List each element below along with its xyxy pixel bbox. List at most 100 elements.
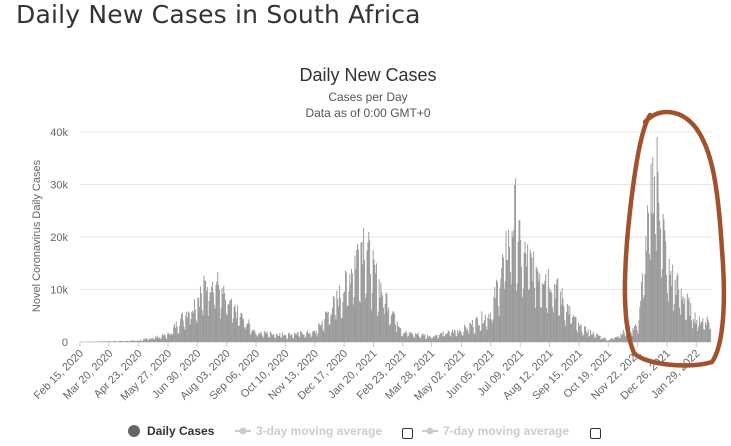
daily-case-bar bbox=[670, 270, 672, 342]
daily-case-bar bbox=[253, 329, 255, 342]
daily-case-bar bbox=[292, 337, 294, 342]
y-tick-label: 40k bbox=[50, 127, 68, 139]
daily-case-bar bbox=[455, 335, 457, 342]
daily-case-bar bbox=[193, 298, 195, 342]
daily-case-bar bbox=[332, 307, 334, 342]
daily-case-bar bbox=[193, 312, 195, 342]
legend-item-3-day-moving-average[interactable]: 3-day moving average bbox=[235, 424, 382, 438]
daily-case-bar bbox=[573, 317, 575, 342]
daily-case-bar bbox=[216, 281, 218, 342]
daily-case-bar bbox=[256, 336, 258, 342]
daily-case-bar bbox=[274, 337, 276, 342]
daily-case-bar bbox=[101, 341, 103, 342]
daily-case-bar bbox=[342, 302, 344, 342]
daily-case-bar bbox=[454, 330, 456, 342]
daily-case-bar bbox=[651, 213, 653, 342]
daily-case-bar bbox=[504, 281, 506, 342]
daily-case-bar bbox=[616, 336, 618, 342]
daily-case-bar bbox=[674, 279, 676, 342]
page-heading: Daily New Cases in South Africa bbox=[16, 0, 421, 29]
daily-case-bar bbox=[584, 326, 586, 342]
daily-case-bar bbox=[578, 325, 580, 342]
daily-case-bar bbox=[603, 338, 605, 342]
daily-case-bar bbox=[536, 268, 538, 342]
daily-case-bar bbox=[181, 312, 183, 342]
daily-case-bar bbox=[654, 233, 656, 342]
daily-case-bar bbox=[117, 341, 119, 342]
daily-case-bar bbox=[639, 307, 641, 342]
daily-case-bar bbox=[688, 297, 690, 342]
daily-case-bar bbox=[233, 306, 235, 342]
daily-case-bar bbox=[429, 336, 431, 342]
daily-case-bar bbox=[160, 338, 162, 342]
daily-case-bar bbox=[632, 327, 634, 342]
daily-case-bar bbox=[464, 324, 466, 342]
daily-case-bar bbox=[567, 305, 569, 342]
daily-case-bar bbox=[643, 295, 645, 342]
daily-case-bar bbox=[477, 318, 479, 342]
3-day-average-checkbox[interactable] bbox=[402, 428, 413, 439]
daily-case-bar bbox=[610, 337, 612, 342]
daily-case-bar bbox=[685, 319, 687, 342]
daily-case-bar bbox=[484, 314, 486, 342]
daily-case-bar bbox=[697, 331, 699, 342]
daily-case-bar bbox=[116, 341, 118, 342]
daily-case-bar bbox=[524, 241, 526, 342]
daily-case-bar bbox=[243, 319, 245, 342]
daily-case-bar bbox=[196, 322, 198, 342]
daily-case-bar bbox=[406, 332, 408, 342]
daily-case-bar bbox=[124, 341, 126, 342]
daily-case-bar bbox=[302, 335, 304, 342]
daily-case-bar bbox=[566, 303, 568, 342]
daily-case-bar bbox=[529, 249, 531, 342]
daily-case-bar bbox=[564, 320, 566, 342]
daily-case-bar bbox=[576, 330, 578, 342]
daily-case-bar bbox=[187, 317, 188, 342]
daily-case-bar bbox=[154, 339, 156, 342]
daily-case-bar bbox=[669, 274, 671, 342]
daily-case-bar bbox=[143, 339, 144, 342]
daily-case-bar bbox=[397, 325, 399, 342]
daily-case-bar bbox=[137, 340, 139, 342]
bar-series bbox=[80, 136, 712, 342]
daily-case-bar bbox=[191, 311, 193, 342]
daily-case-bar bbox=[416, 334, 418, 342]
daily-case-bar bbox=[495, 298, 497, 342]
daily-case-bar bbox=[698, 316, 700, 342]
daily-case-bar bbox=[285, 334, 287, 342]
daily-case-bar bbox=[449, 335, 451, 342]
daily-case-bar bbox=[494, 286, 496, 342]
daily-case-bar bbox=[276, 334, 278, 342]
daily-case-bar bbox=[363, 228, 365, 342]
daily-case-bar bbox=[353, 296, 355, 342]
daily-case-bar bbox=[442, 331, 444, 342]
daily-case-bar bbox=[283, 334, 285, 342]
daily-case-bar bbox=[206, 291, 207, 342]
daily-case-bar bbox=[115, 341, 117, 342]
legend-item-7-day-moving-average[interactable]: 7-day moving average bbox=[422, 424, 569, 438]
daily-case-bar bbox=[610, 339, 611, 342]
daily-case-bar bbox=[310, 337, 312, 342]
daily-case-bar bbox=[189, 324, 191, 342]
daily-case-bar bbox=[266, 331, 268, 342]
daily-case-bar bbox=[173, 326, 175, 342]
daily-case-bar bbox=[698, 326, 700, 342]
daily-case-bar bbox=[445, 334, 447, 342]
daily-case-bar bbox=[376, 263, 378, 342]
daily-case-bar bbox=[411, 333, 413, 342]
daily-case-bar bbox=[575, 316, 577, 342]
daily-case-bar bbox=[226, 315, 228, 342]
daily-case-bar bbox=[617, 336, 619, 342]
daily-case-bar bbox=[467, 331, 469, 342]
legend-item-daily-cases[interactable]: Daily Cases bbox=[128, 424, 215, 438]
daily-case-bar bbox=[339, 297, 341, 342]
daily-case-bar bbox=[343, 292, 345, 342]
daily-case-bar bbox=[336, 290, 338, 342]
daily-case-bar bbox=[210, 292, 212, 342]
7-day-average-checkbox[interactable] bbox=[590, 428, 601, 439]
daily-case-bar bbox=[547, 269, 549, 342]
daily-case-bar bbox=[338, 306, 340, 342]
daily-case-bar bbox=[199, 286, 201, 342]
daily-case-bar bbox=[139, 340, 141, 342]
